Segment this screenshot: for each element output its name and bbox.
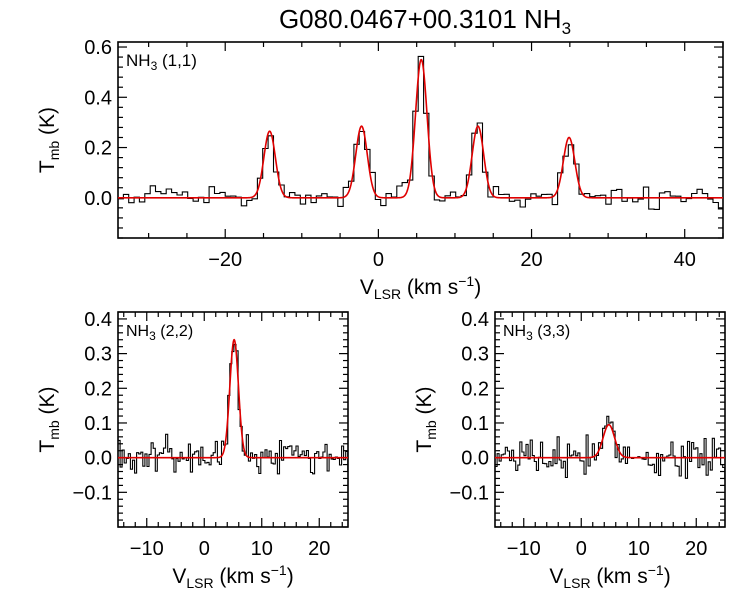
y-tick-label: 0.1 (84, 413, 112, 435)
observed-spectrum-line (495, 415, 725, 480)
y-axis-label: Tmb (K) (36, 107, 62, 173)
x-tick-label: 20 (685, 538, 707, 560)
y-tick-label: 0.6 (84, 37, 112, 59)
plot-frame (117, 41, 724, 239)
x-tick-label: −10 (507, 538, 541, 560)
panel-nh3-11: −20 0 20 40 0.0 0.2 0.4 0.6 VLSR (km s−1) Tmb (K)… (36, 37, 724, 302)
panel-nh3-33: −10 0 10 20 −0.1 0.0 0.1 0.2 0.3 0.4 VLSR (km s−1)… (413, 309, 726, 591)
y-tick-label: 0.2 (84, 378, 112, 400)
x-tick-label: 10 (628, 538, 650, 560)
x-tick-label: 40 (674, 249, 696, 271)
x-axis-label: VLSR (km s−1) (549, 562, 670, 591)
y-tick-label: 0.0 (84, 448, 112, 470)
panel-label: NH3 (1,1) (126, 51, 197, 73)
y-tick-label: 0.0 (461, 448, 489, 470)
x-axis-label: VLSR (km s−1) (172, 562, 293, 591)
y-axis-label: Tmb (K) (36, 386, 62, 452)
observed-spectrum-line (118, 343, 348, 475)
plot-frame (117, 311, 349, 528)
y-tick-label: 0.0 (84, 188, 112, 210)
y-tick-label: 0.4 (461, 309, 489, 331)
x-tick-label: 20 (520, 249, 542, 271)
y-tick-label: 0.4 (84, 87, 112, 109)
x-tick-label: −10 (130, 538, 164, 560)
panel-label: NH3 (2,2) (126, 323, 193, 343)
x-axis-label: VLSR (km s−1) (360, 273, 481, 302)
observed-spectrum-line (118, 55, 723, 210)
fit-curve-line (495, 423, 725, 459)
figure-title: G080.0467+00.3101 NH3 (279, 4, 571, 38)
y-tick-label: 0.2 (84, 138, 112, 160)
fit-curve-line (118, 58, 723, 199)
y-tick-label: 0.2 (461, 378, 489, 400)
x-tick-label: 10 (251, 538, 273, 560)
x-tick-label: −20 (208, 249, 242, 271)
panel-label: NH3 (3,3) (503, 323, 570, 343)
x-tick-label: 0 (373, 249, 384, 271)
y-tick-label: −0.1 (450, 482, 489, 504)
y-tick-label: −0.1 (73, 482, 112, 504)
y-tick-label: 0.3 (84, 344, 112, 366)
fit-curve-line (118, 338, 348, 459)
y-tick-label: 0.4 (84, 309, 112, 331)
x-tick-label: 0 (576, 538, 587, 560)
y-tick-label: 0.3 (461, 344, 489, 366)
x-tick-label: 20 (308, 538, 330, 560)
y-tick-label: 0.1 (461, 413, 489, 435)
panel-nh3-22: −10 0 10 20 −0.1 0.0 0.1 0.2 0.3 0.4 VLSR (km s−1)… (36, 309, 349, 591)
x-tick-label: 0 (199, 538, 210, 560)
y-axis-label: Tmb (K) (413, 386, 439, 452)
plot-frame (494, 311, 726, 528)
